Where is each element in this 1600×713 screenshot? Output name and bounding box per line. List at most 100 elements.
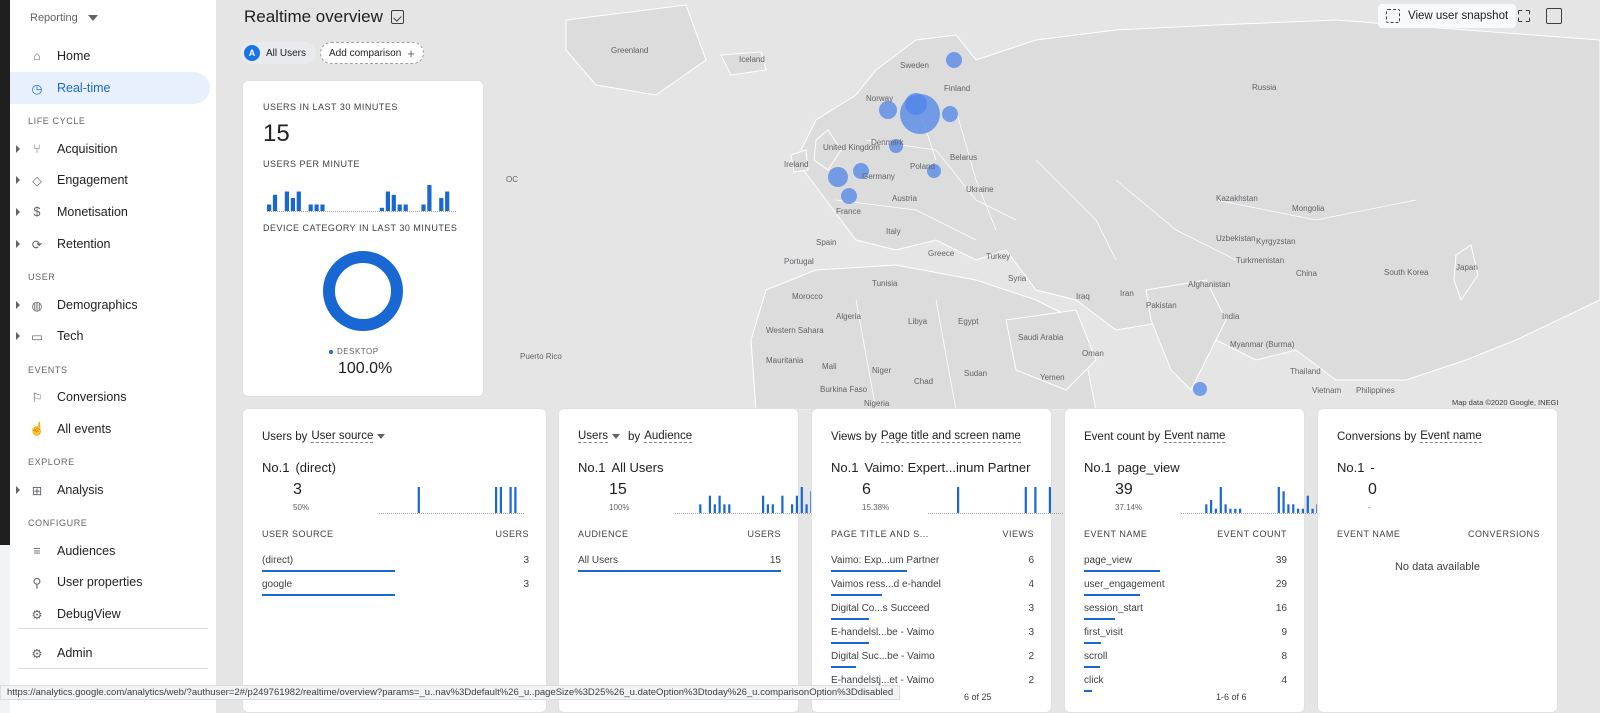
expand-arrow-icon[interactable] (16, 176, 20, 184)
table-row[interactable]: google 3 (262, 576, 529, 600)
per-minute-bar[interactable] (290, 198, 295, 211)
sidebar-item-acquisition[interactable]: ⑂ Acquisition (10, 133, 210, 165)
add-comparison-button[interactable]: Add comparison + (320, 42, 424, 64)
expand-arrow-icon[interactable] (16, 208, 20, 216)
sparkline-bar (1214, 508, 1217, 513)
sidebar-item-label: All events (57, 422, 112, 436)
sparkline-bar (762, 495, 765, 513)
sidebar-item-retention[interactable]: ⟳ Retention (10, 228, 210, 260)
sparkline-bar (495, 487, 498, 513)
desktop-dot-icon (329, 349, 333, 354)
sidebar-item-user-properties[interactable]: ⚲ User properties (10, 566, 210, 598)
report-check-icon[interactable] (390, 10, 404, 24)
no-data-message: No data available (1394, 561, 1480, 573)
sidebar-item-admin[interactable]: ⚙ Admin (10, 637, 210, 669)
sidebar-item-engagement[interactable]: ◇ Engagement (10, 164, 210, 196)
all-users-chip[interactable]: A All Users (241, 42, 317, 64)
users-per-minute-chart[interactable] (267, 183, 457, 213)
sidebar-item-real-time[interactable]: ◷ Real-time (10, 72, 210, 104)
per-minute-bar[interactable] (445, 191, 450, 212)
top-item: No.1 Vaimo: Expert...inum Partner (831, 460, 1030, 475)
sidebar-item-home[interactable]: ⌂ Home (10, 40, 210, 72)
expand-arrow-icon[interactable] (16, 332, 20, 340)
card-title[interactable]: Event count by Event name (1084, 430, 1226, 443)
per-minute-bar[interactable] (320, 204, 325, 212)
table-row[interactable]: All Users 15 (578, 552, 781, 576)
row-value: 8 (1281, 651, 1287, 662)
map-country-label: Vietnam (1312, 386, 1342, 395)
reporting-dropdown[interactable]: Reporting (30, 12, 98, 24)
sidebar-item-monetisation[interactable]: $ Monetisation (10, 196, 210, 228)
views-pagination[interactable]: 6 of 25 (964, 692, 992, 702)
device-donut-chart[interactable] (323, 251, 403, 331)
card-title-dimension[interactable]: User source (311, 430, 374, 443)
sidebar-item-conversions[interactable]: ⚐ Conversions (10, 381, 210, 413)
sidebar-item-all-events[interactable]: ☝ All events (10, 413, 210, 445)
per-minute-bar[interactable] (267, 204, 272, 212)
row-name: page_view (1084, 555, 1132, 566)
top-item: No.1- (1337, 460, 1375, 475)
per-minute-bar[interactable] (284, 191, 289, 212)
per-minute-bar[interactable] (379, 207, 384, 212)
per-minute-bar[interactable] (272, 194, 278, 212)
table-row[interactable]: page_view 39 (1084, 552, 1287, 576)
top-item-value: 6 (862, 481, 871, 498)
map-country-label: Portugal (784, 257, 814, 266)
map-country-label: Philippines (1356, 386, 1395, 395)
per-minute-bar[interactable] (403, 204, 408, 212)
expand-arrow-icon[interactable] (16, 301, 20, 309)
map-country-label: Puerto Rico (520, 352, 562, 361)
card-title[interactable]: Users by Audience (578, 430, 693, 443)
per-minute-bar[interactable] (439, 198, 444, 211)
row-name: Vaimos ress...d e-handel (831, 579, 941, 590)
top-item-sparkline[interactable] (928, 485, 1078, 515)
table-row[interactable]: Digital Suc...be - Vaimo 2 (831, 648, 1034, 672)
top-item-sparkline[interactable] (1181, 485, 1331, 515)
per-minute-bar[interactable] (296, 191, 301, 212)
per-minute-bar[interactable] (308, 204, 313, 212)
map-country-label: Iran (1120, 289, 1134, 298)
per-minute-bar[interactable] (391, 194, 396, 212)
card-title-dimension[interactable]: Page title and screen name (880, 430, 1021, 443)
per-minute-bar[interactable] (427, 185, 432, 211)
table-row[interactable]: click 4 (1084, 672, 1287, 696)
card-title-dimension[interactable]: Event name (1164, 430, 1226, 443)
table-row[interactable]: user_engagement 29 (1084, 576, 1287, 600)
table-row[interactable]: (direct) 3 (262, 552, 529, 576)
table-row[interactable]: session_start 16 (1084, 600, 1287, 624)
card-title[interactable]: Users by User source (262, 430, 386, 443)
card-title[interactable]: Conversions by Event name (1337, 430, 1482, 443)
row-value: 4 (1028, 579, 1034, 590)
sidebar-item-debugview[interactable]: ⚙ DebugView (10, 598, 210, 630)
flag-icon: ⚐ (31, 390, 43, 405)
per-minute-bar[interactable] (314, 204, 319, 212)
map-country-label: Egypt (958, 317, 979, 326)
caret-down-icon[interactable] (612, 434, 621, 439)
per-minute-bar[interactable] (397, 204, 402, 212)
expand-arrow-icon[interactable] (16, 486, 20, 494)
top-item-sparkline[interactable] (675, 485, 825, 515)
sidebar-item-tech[interactable]: ▭ Tech (10, 320, 210, 352)
top-item-sparkline[interactable] (379, 485, 529, 515)
view-user-snapshot-button[interactable]: View user snapshot (1378, 4, 1517, 28)
expand-arrow-icon[interactable] (16, 145, 20, 153)
card-title-dimension[interactable]: Event name (1420, 430, 1482, 443)
insights-icon[interactable] (1546, 8, 1562, 24)
per-minute-bar[interactable] (421, 204, 426, 212)
card-title[interactable]: Views by Page title and screen name (831, 430, 1021, 443)
table-row[interactable]: Vaimo: Exp...um Partner 6 (831, 552, 1034, 576)
table-row[interactable]: Vaimos ress...d e-handel 4 (831, 576, 1034, 600)
expand-arrow-icon[interactable] (16, 240, 20, 248)
sidebar-item-analysis[interactable]: ⊞ Analysis (10, 474, 210, 506)
events-pagination[interactable]: 1-6 of 6 (1216, 692, 1247, 702)
table-row[interactable]: scroll 8 (1084, 648, 1287, 672)
table-row[interactable]: E-handelsl...be - Vaimo 3 (831, 624, 1034, 648)
table-row[interactable]: first_visit 9 (1084, 624, 1287, 648)
caret-down-icon[interactable] (377, 434, 386, 439)
table-row[interactable]: Digital Co...s Succeed 3 (831, 600, 1034, 624)
sidebar-item-audiences[interactable]: ≡ Audiences (10, 535, 210, 567)
sidebar-item-demographics[interactable]: ◍ Demographics (10, 289, 210, 321)
table-header: USER SOURCE USERS (262, 529, 529, 539)
per-minute-bar[interactable] (385, 191, 390, 212)
card-title-dimension[interactable]: Audience (644, 430, 693, 443)
